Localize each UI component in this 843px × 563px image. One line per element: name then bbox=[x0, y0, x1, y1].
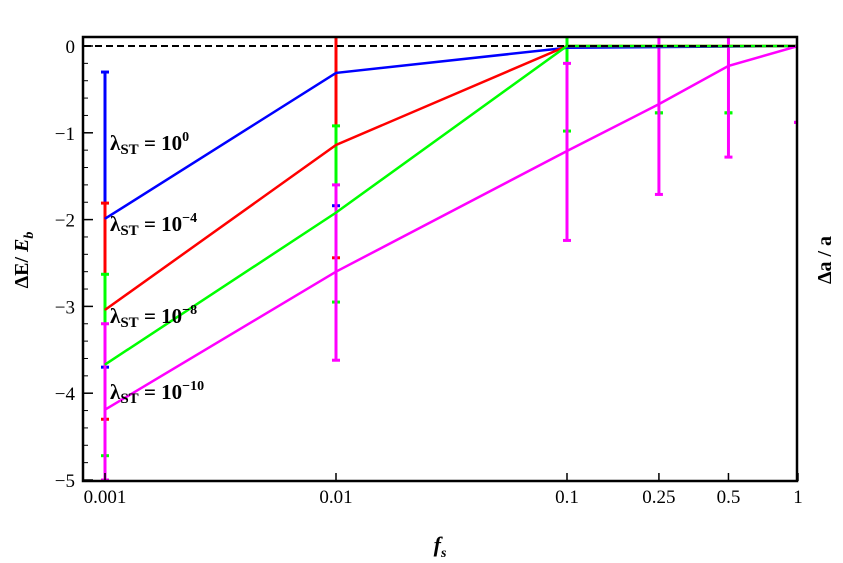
y-tick-label: −5 bbox=[55, 471, 75, 492]
y-tick-label: −2 bbox=[55, 211, 75, 232]
y-tick-label: 0 bbox=[66, 37, 76, 58]
data-point bbox=[104, 409, 106, 411]
series-line-0 bbox=[104, 44, 797, 220]
y-axis-right-label: Δa / a bbox=[814, 236, 836, 284]
y-tick-label: −1 bbox=[55, 124, 75, 145]
y-axis-label: ΔE/ Eb bbox=[11, 232, 37, 289]
x-axis-label: fs bbox=[434, 532, 447, 558]
series-line-3 bbox=[104, 44, 797, 411]
series-line-2 bbox=[104, 44, 797, 366]
y-tick-label: −3 bbox=[55, 297, 75, 318]
data-point bbox=[566, 150, 568, 152]
x-tick-label: 0.1 bbox=[555, 487, 579, 508]
series-label-3: λST = 10−10 bbox=[110, 379, 204, 407]
data-point bbox=[727, 65, 729, 67]
data-point bbox=[104, 218, 106, 220]
series-label-2: λST = 10−8 bbox=[110, 303, 197, 331]
data-point bbox=[335, 72, 337, 74]
y-tick-label: −4 bbox=[55, 384, 76, 405]
data-point bbox=[335, 212, 337, 214]
data-point bbox=[335, 271, 337, 273]
data-point bbox=[566, 45, 568, 47]
data-point bbox=[658, 103, 660, 105]
data-point bbox=[335, 144, 337, 146]
x-tick-label: 1 bbox=[793, 487, 803, 508]
x-tick-label: 0.5 bbox=[717, 487, 741, 508]
data-point bbox=[104, 364, 106, 366]
x-tick-label: 0.01 bbox=[319, 487, 352, 508]
series-label-1: λST = 10−4 bbox=[110, 211, 197, 239]
series-label-0: λST = 100 bbox=[110, 130, 189, 158]
plot-frame bbox=[81, 35, 799, 483]
x-tick-label: 0.25 bbox=[642, 487, 675, 508]
x-tick-label: 0.001 bbox=[84, 487, 127, 508]
data-point bbox=[104, 309, 106, 311]
